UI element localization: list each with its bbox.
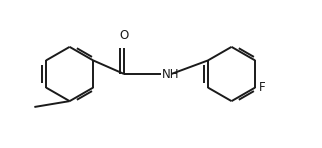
- Text: O: O: [119, 29, 129, 42]
- Text: NH: NH: [162, 67, 179, 81]
- Text: F: F: [259, 81, 266, 94]
